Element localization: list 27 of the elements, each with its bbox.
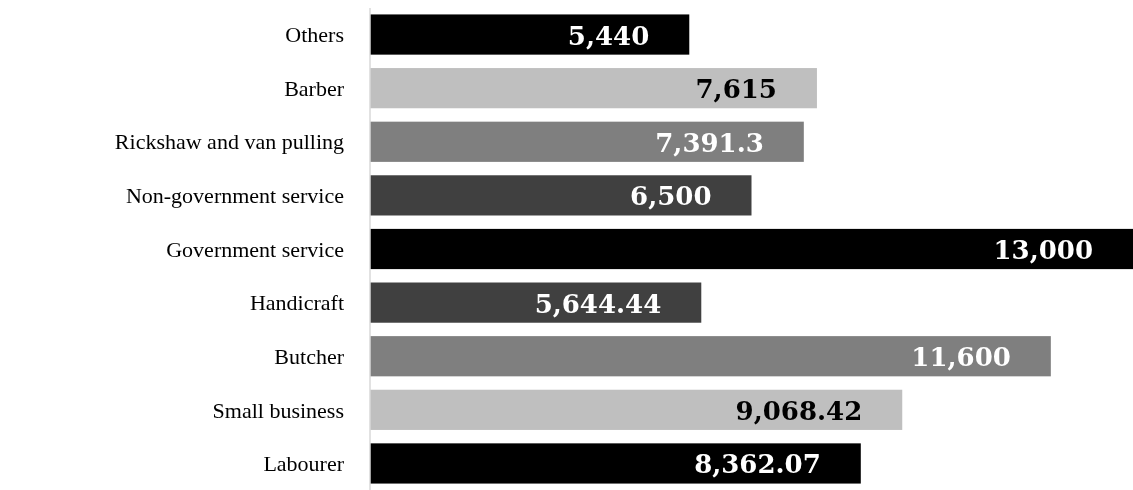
bar: [370, 336, 1051, 377]
data-label: 8,362.07: [694, 449, 821, 480]
bar: [370, 68, 817, 109]
data-label: 9,068.42: [735, 395, 863, 426]
y-tick-label: Non-government service: [125, 183, 344, 209]
y-tick-label: Handicraft: [249, 290, 344, 316]
bar: [370, 121, 804, 162]
bar: [370, 228, 1133, 270]
y-tick-label: Rickshaw and van pulling: [114, 129, 344, 155]
bar: [370, 14, 690, 55]
y-tick-label: Government service: [166, 236, 344, 262]
data-label: 6,500: [630, 181, 712, 212]
data-label: 5,644.44: [534, 288, 662, 319]
data-label: 13,000: [993, 235, 1093, 265]
y-tick-label: Others: [285, 22, 344, 48]
data-label: 7,391.3: [655, 127, 764, 158]
y-tick-label: Small business: [212, 397, 344, 423]
y-tick-label: Barber: [284, 75, 345, 101]
data-label: 5,440: [567, 20, 650, 51]
bar: [370, 282, 702, 323]
bar: [370, 175, 752, 216]
y-tick-label: Labourer: [263, 451, 345, 477]
bar: [370, 443, 861, 484]
data-label: 7,615: [695, 74, 777, 105]
data-label: 11,600: [911, 342, 1011, 373]
y-tick-label: Butcher: [274, 343, 345, 369]
bar: [370, 389, 903, 430]
